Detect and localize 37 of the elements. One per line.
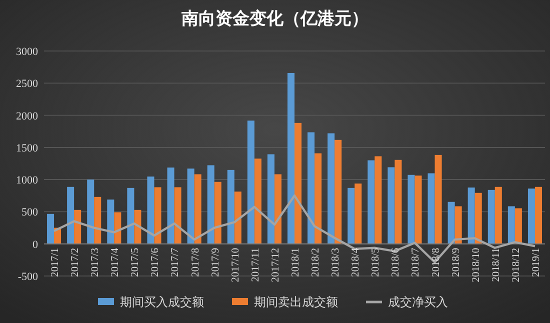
x-tick-label: 2018/2 — [310, 248, 322, 278]
x-tick-label: 2019/1 — [530, 248, 542, 278]
x-tick-label: 2017/1 — [50, 248, 62, 278]
y-tick-label: -500 — [18, 271, 38, 283]
x-tick-label: 2017/5 — [130, 248, 142, 278]
legend-label: 期间卖出成交额 — [254, 295, 338, 309]
y-tick-label: 1000 — [16, 174, 38, 187]
y-tick-label: 3000 — [16, 46, 38, 58]
x-tick-label: 2017/7 — [170, 248, 182, 278]
x-tick-label: 2018/7 — [410, 248, 422, 278]
legend-label: 期间买入成交额 — [120, 295, 204, 309]
x-tick-label: 2018/12 — [510, 248, 522, 282]
legend-label: 成交净买入 — [388, 295, 448, 309]
x-tick-label: 2017/2 — [70, 248, 82, 278]
x-tick-label: 2018/10 — [470, 248, 482, 282]
x-tick-label: 2018/8 — [430, 248, 442, 278]
y-tick-label: 1500 — [16, 142, 38, 154]
x-tick-label: 2018/1 — [290, 248, 302, 278]
x-tick-label: 2018/11 — [490, 248, 502, 282]
y-tick-label: 500 — [22, 206, 38, 219]
x-tick-label: 2017/3 — [90, 248, 102, 278]
x-tick-label: 2018/3 — [330, 248, 342, 278]
x-tick-label: 2017/9 — [210, 248, 222, 278]
x-tick-label: 2017/10 — [230, 248, 242, 282]
x-tick-label: 2017/11 — [250, 248, 262, 282]
x-tick-label: 2017/4 — [110, 247, 122, 278]
x-tick-label: 2018/5 — [370, 248, 382, 278]
x-tick-label: 2017/6 — [150, 248, 162, 278]
y-tick-label: 2500 — [16, 78, 38, 90]
x-tick-label: 2017/12 — [270, 248, 282, 282]
x-tick-label: 2017/8 — [190, 248, 202, 278]
x-tick-label: 2018/9 — [450, 248, 462, 278]
chart-title: 南向资金变化（亿港元） — [180, 9, 368, 29]
y-tick-label: 0 — [32, 238, 38, 251]
x-tick-label: 2018/4 — [350, 247, 362, 278]
y-tick-label: 2000 — [16, 110, 38, 122]
x-tick-label: 2018/6 — [390, 248, 402, 278]
